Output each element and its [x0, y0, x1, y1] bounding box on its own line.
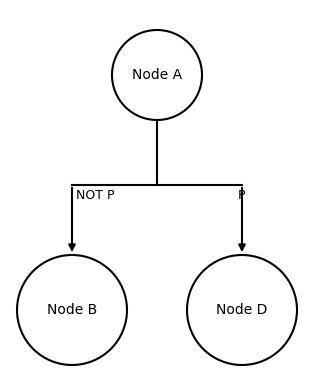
Circle shape: [17, 255, 127, 365]
Circle shape: [112, 30, 202, 120]
Text: Node D: Node D: [216, 303, 268, 317]
Text: NOT P: NOT P: [76, 189, 115, 202]
Circle shape: [187, 255, 297, 365]
Text: P: P: [238, 189, 246, 202]
Text: Node A: Node A: [132, 68, 182, 82]
Text: Node B: Node B: [47, 303, 97, 317]
